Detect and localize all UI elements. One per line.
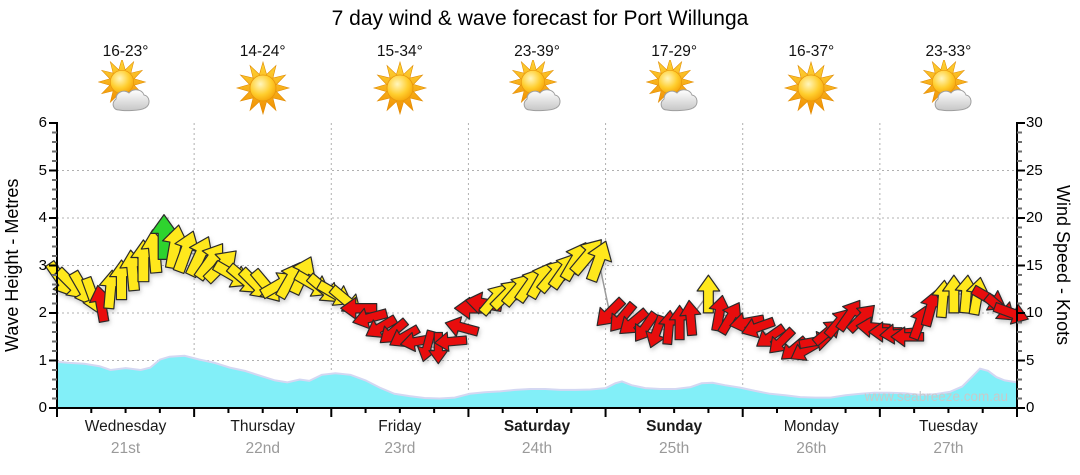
wind-arrow — [769, 326, 796, 354]
day-temperature: 15-34° — [376, 43, 423, 60]
day-temperature: 16-37° — [788, 43, 835, 60]
day-date-label: 23rd — [384, 440, 416, 457]
day-name-label: Thursday — [230, 418, 296, 435]
wind-axis-tick-label: 0 — [1026, 399, 1035, 416]
day-date-label: 21st — [110, 440, 141, 457]
day-name-label: Tuesday — [918, 418, 978, 435]
wind-arrow — [352, 307, 389, 330]
wind-arrow — [717, 302, 742, 336]
sun-cloud-icon — [508, 57, 565, 121]
wind-arrow — [428, 331, 449, 365]
day-date-label: 24th — [521, 440, 553, 457]
sunny-icon — [372, 60, 428, 121]
wind-arrows — [44, 214, 1029, 365]
wave-axis-tick-label: 1 — [38, 351, 47, 369]
day-date-label: 26th — [796, 440, 827, 457]
right-axis-label: Wind Speed - Knots — [1053, 184, 1073, 346]
wave-axis-tick-label: 6 — [38, 114, 47, 131]
wind-axis-tick-label: 25 — [1026, 161, 1043, 179]
watermark: www.seabreeze.com.au — [864, 389, 1008, 404]
day-date-label: 25th — [659, 440, 690, 457]
day-date-label: 27th — [933, 440, 964, 457]
wave-axis-tick-label: 5 — [38, 161, 47, 179]
wind-arrow — [365, 314, 399, 338]
wind-arrow — [619, 307, 650, 335]
axes — [49, 122, 1025, 417]
wind-axis-tick-label: 5 — [1026, 351, 1035, 369]
wind-axis-tick-label: 10 — [1026, 304, 1043, 321]
sun-cloud-icon — [920, 57, 976, 121]
day-name-label: Friday — [378, 418, 422, 435]
wind-arrow — [172, 230, 200, 275]
wind-arrow — [444, 316, 480, 337]
wind-arrow — [340, 296, 378, 320]
day-date-label: 22nd — [245, 440, 280, 457]
wind-arrow — [741, 316, 776, 339]
wave-axis-tick-label: 4 — [38, 209, 47, 226]
wave-height-outline — [56, 354, 1018, 400]
sun-cloud-icon — [645, 57, 702, 121]
wind-axis-tick-label: 30 — [1026, 114, 1043, 131]
day-name-label: Wednesday — [84, 418, 167, 435]
wind-arrow — [845, 304, 875, 334]
wave-axis-tick-label: 2 — [38, 304, 47, 321]
day-temperature: 23-39° — [514, 43, 560, 60]
day-name-label: Sunday — [646, 418, 703, 435]
wave-axis-tick-label: 3 — [38, 256, 47, 274]
wind-arrow — [679, 299, 702, 337]
wind-arrow — [434, 331, 468, 352]
sunny-icon — [783, 60, 839, 121]
sunny-icon — [235, 60, 291, 121]
wind-axis-tick-label: 15 — [1026, 256, 1043, 274]
sun-cloud-icon — [97, 57, 154, 121]
page-title: 7 day wind & wave forecast for Port Will… — [331, 7, 749, 30]
day-temperature: 23-33° — [925, 43, 972, 60]
wave-axis-tick-label: 0 — [38, 399, 47, 416]
day-name-label: Monday — [783, 418, 839, 435]
day-temperature: 16-23° — [102, 43, 149, 60]
day-temperature: 17-29° — [651, 43, 698, 60]
day-temperature: 14-24° — [239, 43, 286, 60]
day-name-label: Saturday — [503, 418, 571, 435]
wind-arrow — [585, 240, 613, 283]
wind-axis-tick-label: 20 — [1026, 209, 1043, 226]
